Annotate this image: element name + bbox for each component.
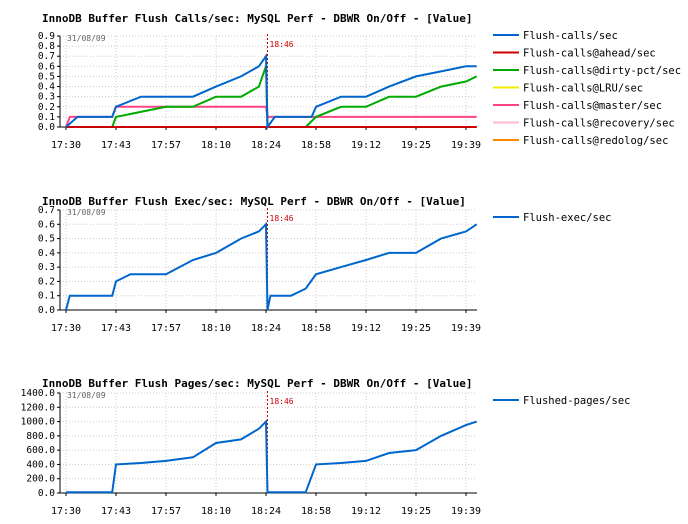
y-tick-label: 0.1 bbox=[38, 112, 55, 123]
date-label: 31/08/09 bbox=[67, 34, 106, 43]
legend-label: Flush-calls@ahead/sec bbox=[523, 48, 656, 60]
x-tick-label: 17:43 bbox=[101, 323, 131, 334]
chart-panel-2: InnoDB Buffer Flush Pages/sec: MySQL Per… bbox=[21, 377, 631, 517]
y-tick-label: 600.0 bbox=[26, 445, 55, 456]
y-tick-label: 200.0 bbox=[26, 474, 55, 485]
y-tick-label: 0.4 bbox=[38, 248, 55, 259]
x-tick-label: 19:12 bbox=[351, 323, 381, 334]
y-tick-label: 0.5 bbox=[38, 71, 55, 82]
x-tick-label: 18:10 bbox=[201, 506, 231, 517]
x-tick-label: 17:30 bbox=[51, 140, 81, 151]
series-line bbox=[65, 105, 477, 128]
x-tick-label: 17:57 bbox=[151, 140, 181, 151]
chart-title: InnoDB Buffer Flush Calls/sec: MySQL Per… bbox=[42, 12, 472, 25]
x-tick-label: 18:10 bbox=[201, 140, 231, 151]
chart-panel-0: InnoDB Buffer Flush Calls/sec: MySQL Per… bbox=[38, 12, 681, 151]
y-tick-label: 0.3 bbox=[38, 262, 55, 273]
y-tick-label: 0.0 bbox=[38, 305, 55, 316]
y-tick-label: 0.2 bbox=[38, 276, 55, 287]
legend-label: Flush-calls@LRU/sec bbox=[523, 83, 643, 95]
x-tick-label: 19:39 bbox=[451, 506, 481, 517]
y-tick-label: 0.6 bbox=[38, 61, 55, 72]
series-line bbox=[65, 53, 477, 131]
legend-label: Flush-calls/sec bbox=[523, 30, 618, 42]
y-tick-label: 1400.0 bbox=[21, 388, 56, 399]
legend-label: Flush-calls@redolog/sec bbox=[523, 135, 668, 147]
x-tick-label: 19:12 bbox=[351, 506, 381, 517]
marker-label: 18:46 bbox=[270, 214, 294, 223]
y-tick-label: 0.9 bbox=[38, 31, 55, 42]
date-label: 31/08/09 bbox=[67, 391, 106, 400]
x-tick-label: 19:25 bbox=[401, 323, 431, 334]
legend-label: Flush-calls@master/sec bbox=[523, 100, 662, 112]
x-tick-label: 18:58 bbox=[301, 323, 331, 334]
x-tick-label: 18:10 bbox=[201, 323, 231, 334]
y-tick-label: 1000.0 bbox=[21, 417, 56, 428]
chart-title: InnoDB Buffer Flush Exec/sec: MySQL Perf… bbox=[42, 195, 466, 208]
x-tick-label: 18:24 bbox=[251, 506, 281, 517]
series-line bbox=[66, 419, 478, 494]
y-tick-label: 0.7 bbox=[38, 205, 55, 216]
y-tick-label: 0.0 bbox=[38, 122, 55, 133]
y-tick-label: 0.0 bbox=[38, 488, 55, 499]
y-tick-label: 0.6 bbox=[38, 219, 55, 230]
date-label: 31/08/09 bbox=[67, 208, 106, 217]
marker-label: 18:46 bbox=[270, 397, 294, 406]
x-tick-label: 18:24 bbox=[251, 140, 281, 151]
x-tick-label: 17:57 bbox=[151, 323, 181, 334]
chart-title: InnoDB Buffer Flush Pages/sec: MySQL Per… bbox=[42, 377, 472, 390]
legend-label: Flush-calls@recovery/sec bbox=[523, 118, 675, 130]
legend-label: Flush-calls@dirty-pct/sec bbox=[523, 65, 681, 77]
y-tick-label: 0.5 bbox=[38, 234, 55, 245]
y-tick-label: 0.7 bbox=[38, 51, 55, 62]
chart-panel-1: InnoDB Buffer Flush Exec/sec: MySQL Perf… bbox=[38, 195, 612, 334]
x-tick-label: 19:25 bbox=[401, 506, 431, 517]
y-tick-label: 0.1 bbox=[38, 291, 55, 302]
x-tick-label: 19:12 bbox=[351, 140, 381, 151]
y-tick-label: 1200.0 bbox=[21, 402, 56, 413]
x-tick-label: 18:58 bbox=[301, 140, 331, 151]
x-tick-label: 17:43 bbox=[101, 140, 131, 151]
x-tick-label: 19:39 bbox=[451, 323, 481, 334]
marker-label: 18:46 bbox=[270, 40, 294, 49]
y-tick-label: 0.4 bbox=[38, 82, 55, 93]
y-tick-label: 400.0 bbox=[26, 459, 55, 470]
x-tick-label: 18:24 bbox=[251, 323, 281, 334]
y-tick-label: 800.0 bbox=[26, 431, 55, 442]
x-tick-label: 17:57 bbox=[151, 506, 181, 517]
x-tick-label: 19:25 bbox=[401, 140, 431, 151]
x-tick-label: 19:39 bbox=[451, 140, 481, 151]
y-tick-label: 0.2 bbox=[38, 102, 55, 113]
x-tick-label: 17:30 bbox=[51, 323, 81, 334]
x-tick-label: 17:43 bbox=[101, 506, 131, 517]
series-line bbox=[65, 221, 478, 311]
y-tick-label: 0.3 bbox=[38, 92, 55, 103]
y-tick-label: 0.8 bbox=[38, 41, 55, 52]
x-tick-label: 18:58 bbox=[301, 506, 331, 517]
legend-label: Flushed-pages/sec bbox=[523, 395, 630, 407]
x-tick-label: 17:30 bbox=[51, 506, 81, 517]
legend-label: Flush-exec/sec bbox=[523, 212, 612, 224]
